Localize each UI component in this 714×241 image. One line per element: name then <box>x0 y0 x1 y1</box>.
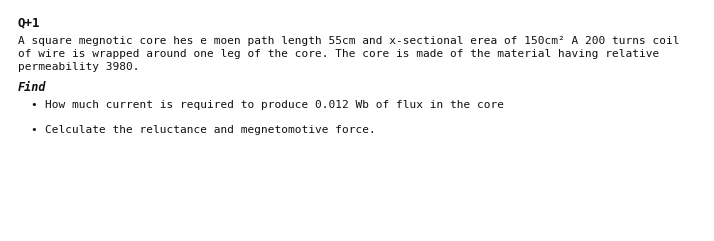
Text: permeability 3980.: permeability 3980. <box>18 62 139 72</box>
Text: How much current is required to produce 0.012 Wb of flux in the core: How much current is required to produce … <box>45 100 504 110</box>
Text: of wire is wrapped around one leg of the core. The core is made of the material : of wire is wrapped around one leg of the… <box>18 49 659 59</box>
Text: •: • <box>30 125 36 135</box>
Text: Celculate the reluctance and megnetomotive force.: Celculate the reluctance and megnetomoti… <box>45 125 376 135</box>
Text: A square megnotic core hes e moen path length 55cm and x-sectional erea of 150cm: A square megnotic core hes e moen path l… <box>18 36 680 46</box>
Text: Q+1: Q+1 <box>18 16 41 29</box>
Text: •: • <box>30 100 36 110</box>
Text: Find: Find <box>18 81 46 94</box>
